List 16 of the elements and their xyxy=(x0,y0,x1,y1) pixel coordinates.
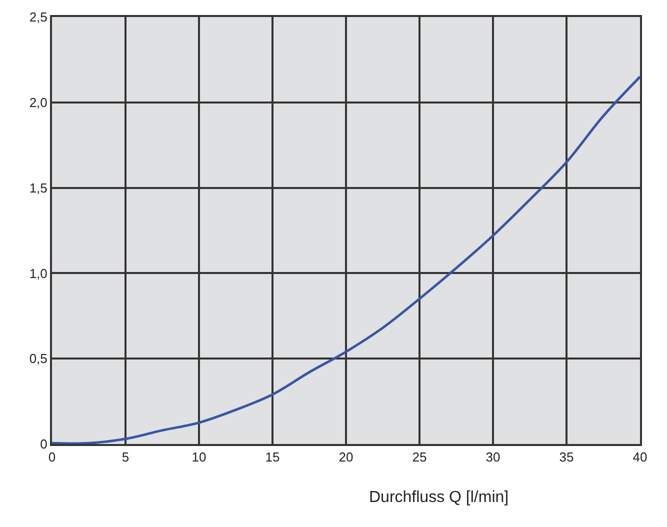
x-tick-label: 15 xyxy=(265,450,280,465)
y-tick-label: 2,5 xyxy=(29,10,48,25)
y-tick-label: 1,5 xyxy=(29,180,48,196)
y-tick-label: 0 xyxy=(40,436,48,452)
x-axis-title: Durchfluss Q [l/min] xyxy=(369,489,509,506)
x-tick-label: 10 xyxy=(192,450,206,465)
x-tick-label: 30 xyxy=(486,450,500,465)
y-tick-label: 0,5 xyxy=(29,351,48,366)
y-tick-label: 2,0 xyxy=(29,94,48,110)
x-tick-label: 35 xyxy=(559,450,574,465)
x-tick-label: 25 xyxy=(412,450,427,465)
x-tick-label: 40 xyxy=(632,450,648,465)
line-series xyxy=(52,76,640,444)
x-tick-label: 20 xyxy=(338,450,354,465)
y-tick-label: 1,0 xyxy=(29,266,48,281)
x-tick-label: 5 xyxy=(122,450,130,465)
